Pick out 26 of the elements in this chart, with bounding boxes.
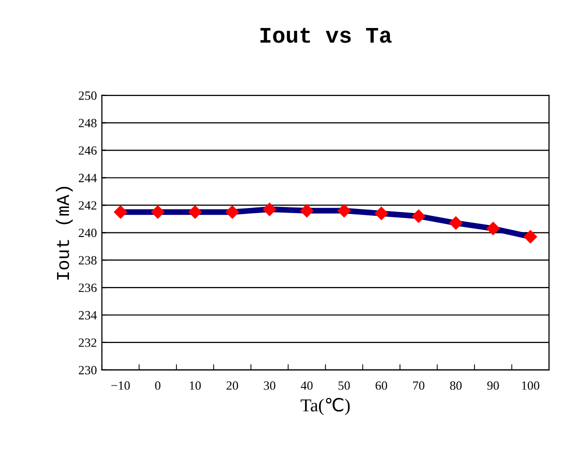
x-tick-label: 40	[300, 381, 313, 390]
y-tick-label: 234	[78, 311, 97, 320]
x-tick-label: 50	[338, 381, 350, 390]
x-tick-label: 80	[450, 381, 462, 390]
y-tick-label: 248	[78, 118, 97, 128]
y-tick-label: 246	[78, 146, 97, 155]
y-tick-label: 244	[78, 174, 97, 182]
x-tick-label: −10	[111, 381, 130, 390]
y-tick-label: 238	[78, 256, 97, 265]
x-tick-label: 70	[413, 381, 424, 390]
x-tick-label: 90	[487, 381, 499, 390]
x-tick-label: 60	[376, 381, 388, 390]
y-axis-title: Iout (mA)	[56, 186, 73, 280]
x-axis-title: Ta(℃)	[300, 398, 350, 416]
x-tick-label: 30	[264, 381, 276, 390]
y-tick-label: 232	[78, 338, 96, 347]
x-tick-label: 20	[226, 381, 238, 390]
y-tick-label: 240	[78, 228, 97, 238]
chart-title: Iout vs Ta	[260, 28, 392, 43]
x-tick-label: 0	[155, 381, 160, 390]
y-tick-label: 242	[78, 201, 96, 210]
y-tick-label: 236	[78, 284, 97, 292]
x-tick-label: 10	[190, 381, 201, 390]
y-tick-label: 230	[78, 366, 97, 374]
y-tick-label: 250	[78, 91, 97, 100]
x-tick-label: 100	[522, 381, 540, 390]
